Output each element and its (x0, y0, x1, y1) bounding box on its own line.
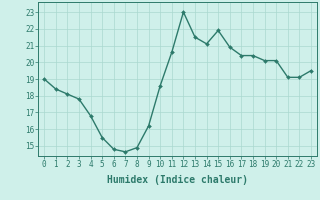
X-axis label: Humidex (Indice chaleur): Humidex (Indice chaleur) (107, 175, 248, 185)
